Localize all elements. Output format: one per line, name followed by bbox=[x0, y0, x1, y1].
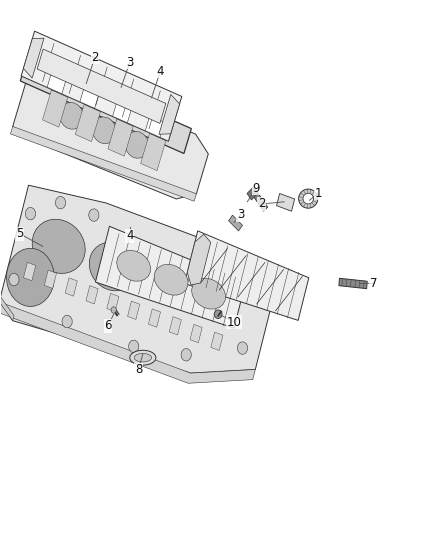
Polygon shape bbox=[88, 209, 99, 221]
Polygon shape bbox=[42, 90, 68, 127]
Polygon shape bbox=[125, 131, 149, 158]
Polygon shape bbox=[47, 72, 67, 94]
Polygon shape bbox=[276, 193, 295, 211]
Text: 4: 4 bbox=[156, 65, 164, 78]
Polygon shape bbox=[0, 297, 14, 321]
Polygon shape bbox=[303, 193, 314, 204]
Polygon shape bbox=[9, 273, 19, 286]
Polygon shape bbox=[214, 310, 222, 318]
Polygon shape bbox=[191, 278, 226, 309]
Text: 7: 7 bbox=[370, 277, 377, 290]
Polygon shape bbox=[190, 325, 202, 343]
Polygon shape bbox=[24, 262, 35, 281]
Polygon shape bbox=[169, 317, 181, 335]
Polygon shape bbox=[117, 251, 151, 281]
Polygon shape bbox=[159, 94, 180, 134]
Text: 8: 8 bbox=[135, 364, 142, 376]
Polygon shape bbox=[145, 116, 165, 138]
Polygon shape bbox=[154, 264, 188, 295]
Polygon shape bbox=[299, 189, 318, 208]
Text: 4: 4 bbox=[126, 229, 134, 242]
Polygon shape bbox=[250, 291, 260, 304]
Polygon shape bbox=[229, 215, 243, 231]
Polygon shape bbox=[251, 189, 268, 211]
Polygon shape bbox=[237, 342, 247, 354]
Polygon shape bbox=[86, 286, 98, 304]
Polygon shape bbox=[184, 231, 309, 320]
Polygon shape bbox=[187, 234, 211, 285]
Text: 1: 1 bbox=[314, 187, 322, 200]
Text: 2: 2 bbox=[258, 197, 265, 211]
Text: 3: 3 bbox=[126, 56, 134, 69]
Polygon shape bbox=[20, 56, 191, 154]
Polygon shape bbox=[132, 261, 154, 284]
Polygon shape bbox=[181, 349, 191, 361]
Polygon shape bbox=[148, 309, 161, 327]
Text: 6: 6 bbox=[104, 319, 112, 333]
Polygon shape bbox=[92, 117, 116, 143]
Text: 10: 10 bbox=[227, 316, 242, 329]
Polygon shape bbox=[13, 69, 208, 199]
Polygon shape bbox=[60, 102, 84, 129]
Polygon shape bbox=[32, 219, 85, 273]
Text: 5: 5 bbox=[16, 227, 23, 240]
Polygon shape bbox=[21, 31, 182, 141]
Polygon shape bbox=[89, 242, 136, 290]
Polygon shape bbox=[55, 196, 66, 209]
Polygon shape bbox=[0, 185, 276, 373]
Polygon shape bbox=[134, 353, 152, 362]
Polygon shape bbox=[130, 350, 156, 365]
Text: 3: 3 bbox=[237, 208, 244, 221]
Polygon shape bbox=[339, 278, 367, 289]
Polygon shape bbox=[11, 126, 196, 201]
Polygon shape bbox=[62, 315, 72, 328]
Polygon shape bbox=[44, 270, 57, 288]
Polygon shape bbox=[205, 252, 215, 265]
Polygon shape bbox=[141, 133, 166, 171]
Polygon shape bbox=[95, 227, 246, 328]
Polygon shape bbox=[80, 87, 99, 108]
Polygon shape bbox=[127, 301, 140, 319]
Polygon shape bbox=[65, 278, 77, 296]
Polygon shape bbox=[75, 104, 100, 142]
Polygon shape bbox=[7, 248, 54, 306]
Polygon shape bbox=[128, 340, 139, 353]
Polygon shape bbox=[107, 293, 119, 312]
Polygon shape bbox=[0, 302, 255, 383]
Polygon shape bbox=[23, 38, 44, 78]
Polygon shape bbox=[211, 332, 223, 351]
Polygon shape bbox=[25, 207, 35, 220]
Polygon shape bbox=[37, 49, 166, 124]
Polygon shape bbox=[108, 119, 133, 156]
Polygon shape bbox=[111, 307, 116, 313]
Polygon shape bbox=[113, 101, 132, 123]
Polygon shape bbox=[247, 187, 258, 200]
Text: 2: 2 bbox=[91, 51, 99, 63]
Text: 9: 9 bbox=[252, 182, 260, 195]
